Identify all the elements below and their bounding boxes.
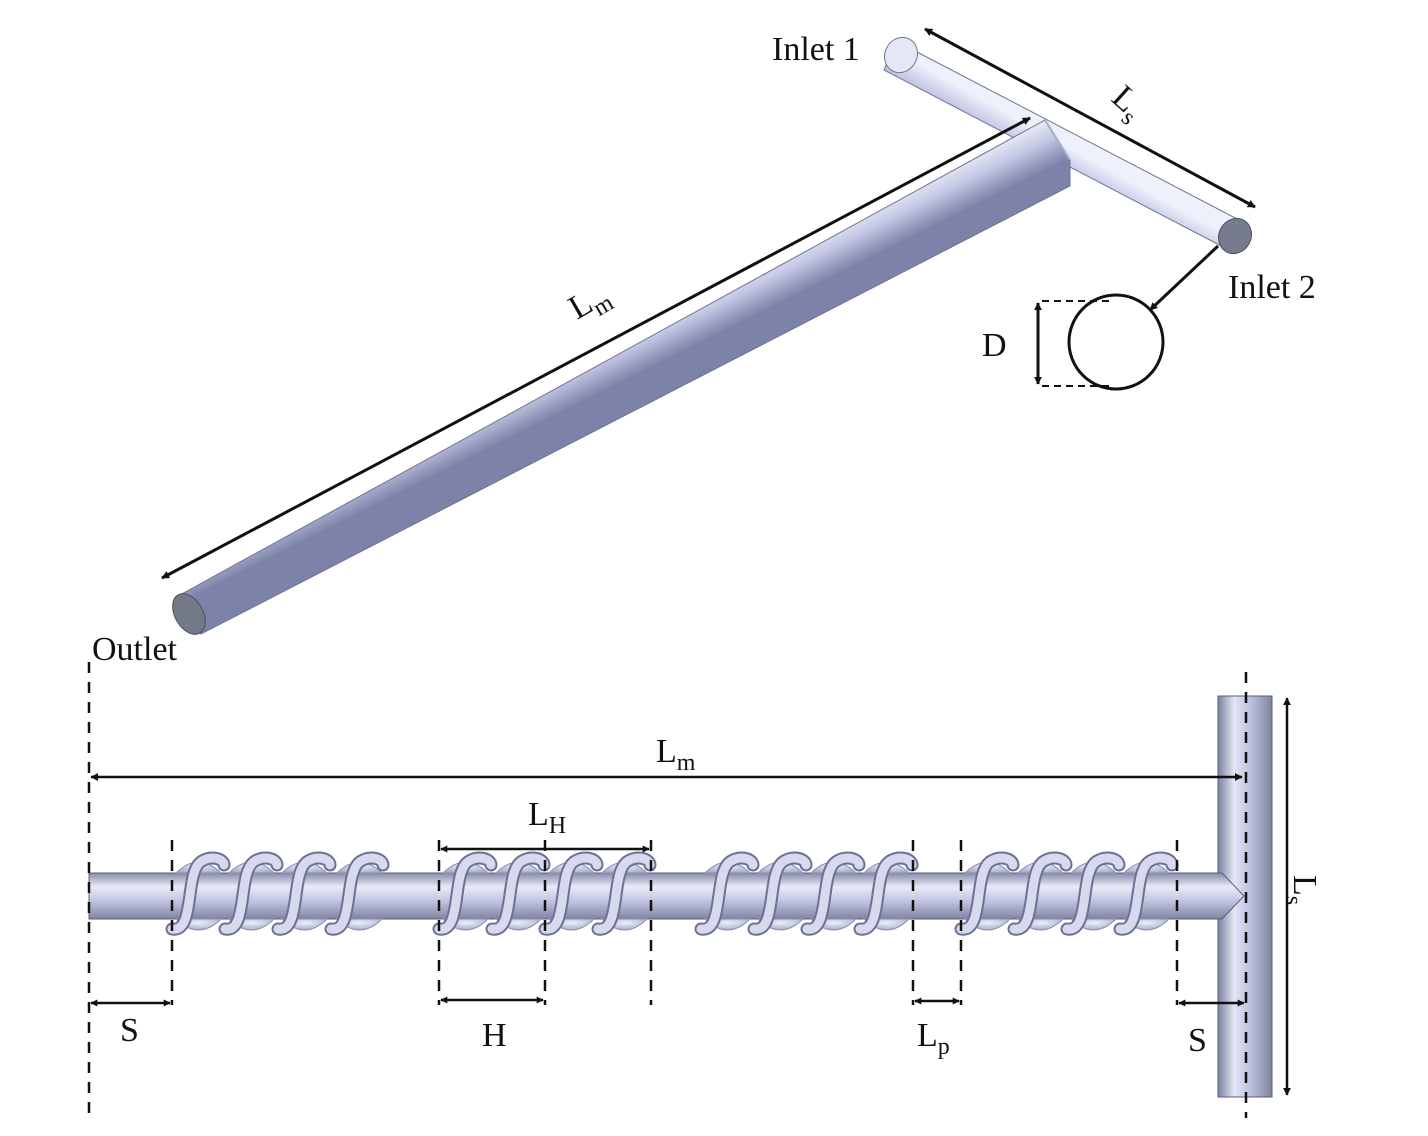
- helix-wire: [1115, 853, 1177, 934]
- helical-elements: [165, 851, 1179, 936]
- outlet-label: Outlet: [92, 631, 178, 668]
- helix-wire: [326, 853, 388, 934]
- helix-wire: [696, 853, 758, 934]
- helix-wire: [220, 853, 282, 934]
- gap-label: Lp: [917, 1017, 950, 1060]
- side-view: Lm LH S H Lp S Ls: [87, 662, 1323, 1118]
- main-length-label: Lm: [563, 275, 619, 332]
- helix-wire: [1062, 853, 1124, 934]
- main-pipe: [88, 872, 1245, 920]
- inlet-1-label: Inlet 1: [772, 31, 860, 68]
- helix-wire: [540, 853, 602, 934]
- helix-wire: [487, 853, 549, 934]
- inlet-2-end-face: [1218, 217, 1252, 255]
- helix-wire: [434, 853, 496, 934]
- isometric-view: Ls Lm Inlet 1 Inlet 2 Outlet D: [92, 27, 1316, 668]
- side-main-length-label: Lm: [656, 733, 696, 776]
- side-length-label: Ls: [1101, 78, 1152, 130]
- helix-wire: [1009, 853, 1071, 934]
- pitch-label: H: [482, 1017, 507, 1054]
- helix-wire: [593, 853, 655, 934]
- side-side-length-label: Ls: [1280, 875, 1323, 905]
- main-length-dimension: [161, 116, 1031, 580]
- main-tube: [172, 119, 1071, 635]
- inlet-2-label: Inlet 2: [1228, 269, 1316, 306]
- spacing-right-label: S: [1188, 1022, 1207, 1059]
- helix-wire: [167, 853, 229, 934]
- outlet-end-face: [172, 593, 206, 635]
- helix-length-label: LH: [528, 796, 566, 839]
- cross-section-detail: D: [982, 244, 1220, 391]
- spacing-left-label: S: [120, 1012, 139, 1049]
- side-length-dimension: [924, 27, 1256, 209]
- helix-wire: [273, 853, 335, 934]
- helix-wire: [956, 853, 1018, 934]
- diameter-label: D: [982, 327, 1007, 364]
- reference-lines: [87, 662, 1248, 1118]
- helix-wire: [802, 853, 864, 934]
- helix-wire: [749, 853, 811, 934]
- cross-section-circle: [1067, 293, 1165, 391]
- helix-wire: [855, 853, 917, 934]
